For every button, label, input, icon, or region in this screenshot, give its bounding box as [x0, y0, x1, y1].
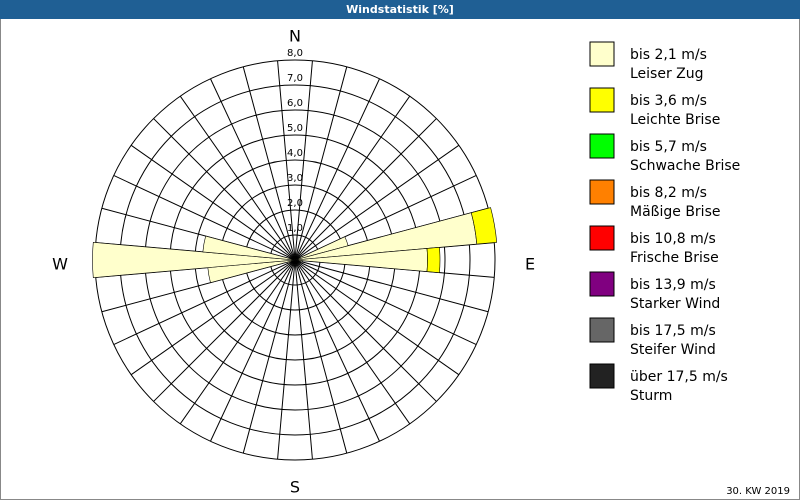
r-tick-label: 5,0: [287, 123, 303, 134]
legend-sublabel: Starker Wind: [630, 296, 720, 312]
legend-sublabel: Sturm: [630, 388, 672, 404]
legend-label: bis 10,8 m/s: [630, 231, 716, 247]
legend-label: bis 3,6 m/s: [630, 93, 707, 109]
legend-label: bis 5,7 m/s: [630, 139, 707, 155]
r-tick-label: 7,0: [287, 73, 303, 84]
r-tick-label: 3,0: [287, 173, 303, 184]
legend-sublabel: Leichte Brise: [630, 112, 720, 128]
chart-title: Windstatistik [%]: [346, 3, 454, 16]
title-bar: [0, 0, 800, 19]
legend-sublabel: Leiser Zug: [630, 66, 704, 82]
compass-label: E: [525, 255, 535, 274]
r-tick-label: 2,0: [287, 198, 303, 209]
legend-sublabel: Mäßige Brise: [630, 204, 720, 220]
r-tick-label: 8,0: [287, 48, 303, 59]
legend-swatch: [589, 317, 615, 343]
wedge: [426, 247, 441, 273]
legend-sublabel: Frische Brise: [630, 250, 719, 266]
compass-label: N: [289, 27, 301, 46]
legend-swatch: [589, 133, 615, 159]
legend-label: über 17,5 m/s: [630, 369, 728, 385]
compass-label: S: [290, 478, 300, 497]
legend-swatch: [589, 179, 615, 205]
legend-sublabel: Steifer Wind: [630, 342, 716, 358]
legend-label: bis 13,9 m/s: [630, 277, 716, 293]
legend-label: bis 2,1 m/s: [630, 47, 707, 63]
legend-swatch: [589, 225, 615, 251]
r-tick-label: 6,0: [287, 98, 303, 109]
legend-label: bis 17,5 m/s: [630, 323, 716, 339]
r-tick-label: 1,0: [287, 223, 303, 234]
footer: 30. KW 2019: [726, 486, 790, 497]
legend-label: bis 8,2 m/s: [630, 185, 707, 201]
compass-label: W: [52, 255, 68, 274]
r-tick-label: 4,0: [287, 148, 303, 159]
legend-swatch: [589, 41, 615, 67]
wedge: [470, 207, 498, 245]
legend-sublabel: Schwache Brise: [630, 158, 740, 174]
wedge: [294, 259, 303, 263]
legend-swatch: [589, 271, 615, 297]
legend-swatch: [589, 363, 615, 389]
legend-swatch: [589, 87, 615, 113]
wedge: [202, 235, 296, 261]
